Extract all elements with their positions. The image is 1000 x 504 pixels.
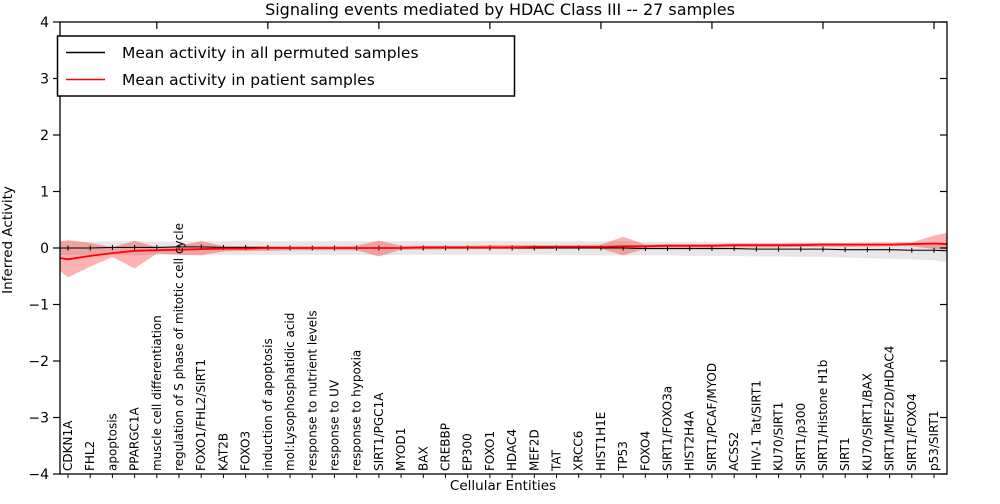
plot-area: CDKN1A FHL2 apoptosis PPARGC1A muscle cell d…	[28, 15, 948, 483]
x-tick-label: SIRT1/Histone H1b	[816, 360, 830, 471]
x-tick-label: response to nutrient levels	[305, 310, 319, 471]
x-axis-label: Cellular Entities	[450, 478, 556, 494]
y-axis-label: Inferred Activity	[0, 186, 16, 294]
x-tick-label: ACSS2	[727, 432, 741, 471]
y-tick-label: −2	[28, 354, 49, 370]
patient-range-band	[60, 232, 947, 278]
x-tick-label: XRCC6	[572, 431, 586, 471]
x-tick-label: muscle cell differentiation	[150, 315, 164, 471]
x-tick-label: SIRT1/PGC1A	[372, 392, 386, 471]
x-tick-label: HIST1H1E	[594, 412, 608, 471]
x-tick-label: FOXO3	[239, 431, 253, 471]
x-tick-label: FHL2	[83, 441, 97, 471]
x-tick-label: mol:Lysophosphatidic acid	[283, 313, 297, 471]
x-tick-label: HIV-1 Tat/SIRT1	[749, 380, 763, 471]
patient-mean-line	[59, 242, 948, 261]
y-tick-label: 1	[40, 185, 49, 201]
x-tick-label: induction of apoptosis	[261, 338, 275, 471]
x-tick-label: KU70/SIRT1/BAX	[860, 373, 874, 471]
legend-box	[56, 35, 516, 97]
chart-title: Signaling events mediated by HDAC Class …	[265, 0, 735, 19]
x-tick-label: HDAC4	[505, 429, 519, 471]
x-tick-label: BAX	[416, 446, 430, 471]
x-tick-label: SIRT1	[838, 437, 852, 471]
x-tick-label: FOXO1	[483, 431, 497, 471]
x-tick-label: SIRT1/p300	[794, 403, 808, 471]
legend-label-patient: Mean activity in patient samples	[122, 71, 375, 89]
x-tick-label: MYOD1	[394, 428, 408, 471]
y-tick-label: 3	[40, 72, 49, 88]
legend-label-permuted: Mean activity in all permuted samples	[122, 44, 419, 62]
x-tick-label: regulation of S phase of mitotic cell cy…	[172, 223, 186, 471]
x-tick-label: HIST2H4A	[683, 410, 697, 471]
x-tick-label: SIRT1/PCAF/MYOD	[705, 363, 719, 471]
x-tick-label: KAT2B	[216, 433, 230, 471]
y-tick-label: 4	[40, 15, 49, 31]
x-tick-label: FOXO1/FHL2/SIRT1	[194, 359, 208, 471]
x-tick-label: SIRT1/FOXO3a	[661, 386, 675, 471]
x-tick-label: response to hypoxia	[350, 350, 364, 471]
y-tick-label: −1	[28, 298, 49, 314]
x-tick-label: SIRT1/FOXO4	[905, 393, 919, 471]
x-tick-label: MEF2D	[527, 429, 541, 471]
x-tick-label: TP53	[616, 441, 630, 472]
y-tick-label: −4	[28, 467, 49, 483]
x-tick-label: EP300	[461, 433, 475, 471]
x-tick-label: response to UV	[327, 379, 341, 471]
x-tick-label: KU70/SIRT1	[772, 402, 786, 471]
x-tick-label: FOXO4	[638, 431, 652, 471]
x-tick-label: SIRT1/MEF2D/HDAC4	[883, 346, 897, 471]
x-tick-label: p53/SIRT1	[927, 410, 941, 471]
y-tick-label: 2	[40, 128, 49, 144]
legend: Mean activity in all permuted samples Me…	[56, 35, 516, 97]
x-tick-label: CDKN1A	[61, 420, 75, 471]
y-tick-label: 0	[40, 241, 49, 257]
x-tick-label: CREBBP	[438, 423, 452, 471]
x-tick-label: apoptosis	[105, 413, 119, 471]
y-tick-label: −3	[28, 411, 49, 427]
x-tick-label: PPARGC1A	[128, 406, 142, 471]
axis-frame	[59, 21, 948, 475]
x-tick-label: TAT	[550, 449, 564, 472]
